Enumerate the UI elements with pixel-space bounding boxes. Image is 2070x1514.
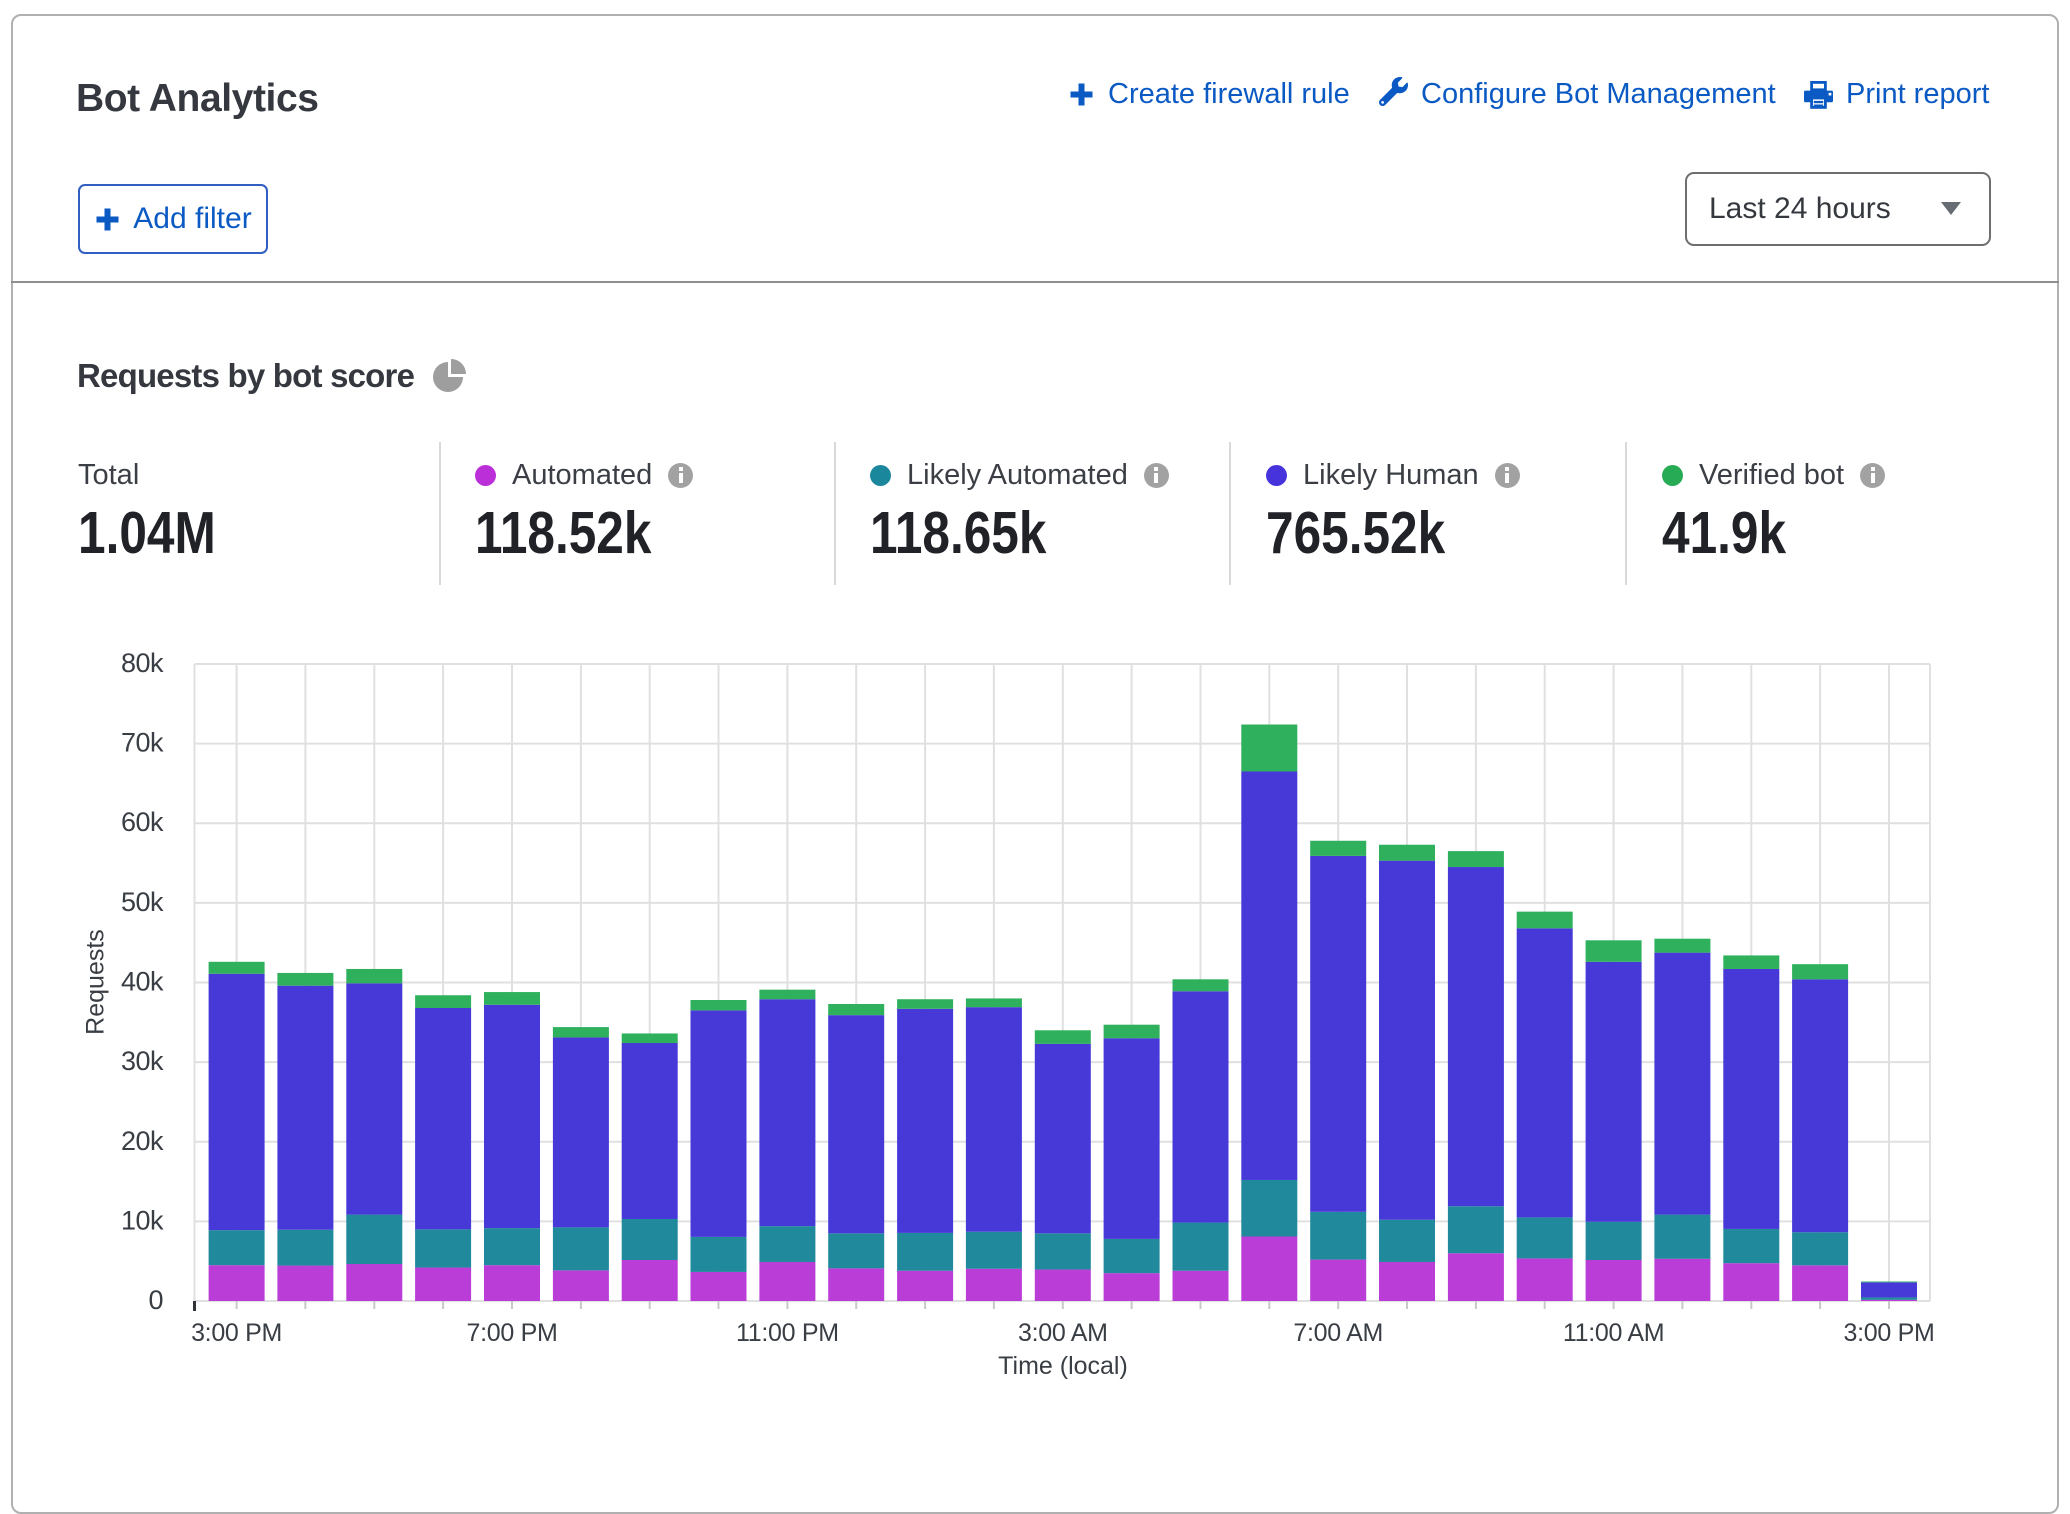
svg-text:3:00 PM: 3:00 PM: [1843, 1319, 1934, 1347]
svg-text:20k: 20k: [121, 1126, 164, 1156]
svg-text:70k: 70k: [121, 728, 164, 758]
svg-text:30k: 30k: [121, 1046, 164, 1076]
svg-text:Time (local): Time (local): [998, 1352, 1128, 1380]
svg-text:80k: 80k: [121, 648, 164, 678]
svg-text:60k: 60k: [121, 807, 164, 837]
svg-text:7:00 PM: 7:00 PM: [466, 1319, 557, 1347]
svg-text:40k: 40k: [121, 967, 164, 997]
svg-text:7:00 AM: 7:00 AM: [1293, 1319, 1383, 1347]
svg-text:50k: 50k: [121, 887, 164, 917]
svg-text:0: 0: [148, 1285, 163, 1315]
svg-text:3:00 AM: 3:00 AM: [1018, 1319, 1108, 1347]
svg-text:11:00 PM: 11:00 PM: [736, 1319, 839, 1347]
svg-text:10k: 10k: [121, 1205, 164, 1235]
svg-text:11:00 AM: 11:00 AM: [1563, 1319, 1664, 1347]
svg-text:3:00 PM: 3:00 PM: [191, 1319, 282, 1347]
svg-text:Requests: Requests: [82, 929, 110, 1035]
